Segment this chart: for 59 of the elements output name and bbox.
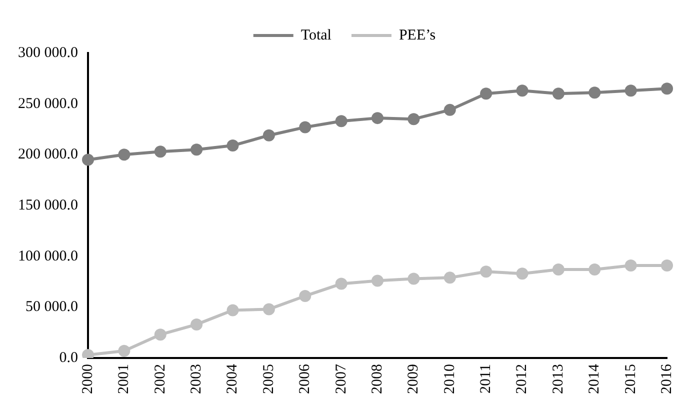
x-tick-label: 2009 <box>406 364 422 394</box>
legend-label: PEE’s <box>398 27 436 44</box>
point <box>624 84 637 97</box>
point <box>372 274 384 287</box>
point <box>154 146 166 158</box>
point <box>516 268 528 280</box>
y-tick-label: 100 000.0 <box>18 248 78 264</box>
point <box>190 318 203 330</box>
point <box>118 148 130 161</box>
point <box>516 84 528 97</box>
x-tick-label: 2014 <box>586 364 603 394</box>
y-tick-label: 200 000.0 <box>18 146 78 163</box>
x-tick-label: 2013 <box>550 364 566 394</box>
x-tick-label: 2003 <box>188 364 204 394</box>
point <box>262 129 275 142</box>
point <box>588 86 601 99</box>
point <box>661 82 673 95</box>
point <box>335 115 348 128</box>
point <box>299 290 312 302</box>
point <box>480 266 492 278</box>
point <box>226 140 239 152</box>
x-tick-label: 2010 <box>442 364 458 394</box>
x-tick-label: 2015 <box>622 364 639 394</box>
y-tick-label: 300 000.0 <box>18 44 78 61</box>
x-tick-label: 2000 <box>80 364 96 394</box>
y-tick-label: 150 000.0 <box>18 197 78 214</box>
point <box>588 264 601 276</box>
point <box>335 278 348 290</box>
x-tick-label: 2004 <box>224 364 241 394</box>
point <box>408 272 420 285</box>
point <box>118 344 130 357</box>
legend-label: Total <box>300 27 332 44</box>
x-tick-label: 2008 <box>369 364 386 394</box>
point <box>154 328 166 341</box>
point <box>444 272 456 284</box>
point <box>299 121 312 134</box>
point <box>408 113 420 126</box>
y-tick-label: 50 000.0 <box>26 299 78 316</box>
x-tick-label: 2006 <box>297 364 314 394</box>
x-tick-label: 2005 <box>260 364 277 394</box>
x-tick-label: 2016 <box>658 364 675 394</box>
y-tick-label: 0.0 <box>59 350 78 366</box>
point <box>624 259 637 272</box>
x-tick-label: 2007 <box>333 364 350 394</box>
y-tick-label: 250 000.0 <box>18 96 78 112</box>
x-tick-label: 2011 <box>478 364 494 394</box>
point <box>190 144 203 156</box>
point <box>226 304 239 316</box>
point <box>82 154 94 166</box>
point <box>444 104 456 116</box>
point <box>262 303 275 316</box>
point <box>552 264 564 276</box>
x-tick-label: 2002 <box>152 364 168 394</box>
x-tick-label: 2012 <box>514 364 530 394</box>
point <box>372 112 384 124</box>
point <box>661 259 673 272</box>
point <box>480 88 492 100</box>
x-tick-label: 2001 <box>116 364 132 394</box>
point <box>552 88 564 100</box>
